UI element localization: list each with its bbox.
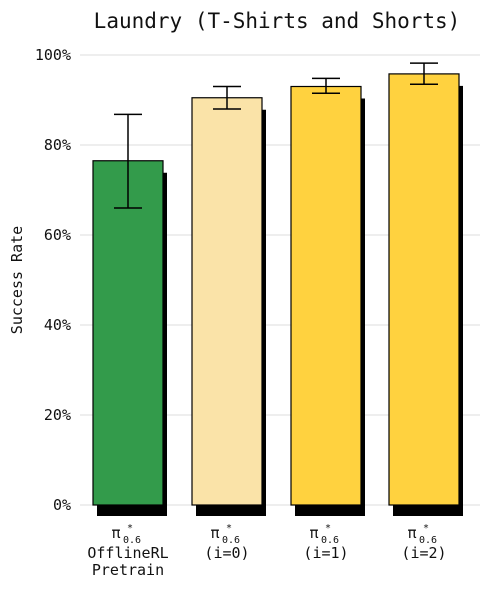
category-symbol: π [309, 524, 318, 542]
chart-title: Laundry (T-Shirts and Shorts) [94, 9, 461, 33]
y-tick-label: 40% [44, 316, 71, 334]
bar [191, 97, 263, 506]
bar [388, 73, 460, 506]
y-tick-label: 0% [53, 496, 71, 514]
category-superscript: * [127, 523, 133, 534]
category-label-line: Pretrain [92, 561, 164, 579]
x-tick-label: π *0.6(i=0) [204, 523, 249, 562]
category-label-line: OfflineRL [87, 544, 168, 562]
y-ticks: 0% 20% 40% 60% 80% 100% [35, 46, 71, 514]
bar [92, 160, 164, 506]
bar-group [191, 85, 266, 516]
y-tick-label: 100% [35, 46, 71, 64]
x-tick-label: π *0.6(i=1) [303, 523, 348, 562]
bar [290, 85, 362, 506]
y-tick-label: 20% [44, 406, 71, 424]
category-symbol: π [407, 524, 416, 542]
bar-group [388, 62, 463, 517]
category-superscript: * [423, 523, 429, 534]
category-label-line: (i=0) [204, 544, 249, 562]
x-tick-label: π *0.6(i=2) [401, 523, 446, 562]
category-label-line: (i=2) [401, 544, 446, 562]
y-axis-label: Success Rate [8, 226, 26, 334]
category-subscript: 0.6 [419, 535, 437, 546]
bar-group [92, 113, 167, 516]
bars [92, 62, 463, 517]
category-superscript: * [325, 523, 331, 534]
category-label-line: (i=1) [303, 544, 348, 562]
category-subscript: 0.6 [222, 535, 240, 546]
category-symbol: π [210, 524, 219, 542]
category-symbol: π [111, 524, 120, 542]
category-superscript: * [226, 523, 232, 534]
category-subscript: 0.6 [321, 535, 339, 546]
y-tick-label: 80% [44, 136, 71, 154]
y-tick-label: 60% [44, 226, 71, 244]
bar-group [290, 77, 365, 516]
category-subscript: 0.6 [123, 535, 141, 546]
